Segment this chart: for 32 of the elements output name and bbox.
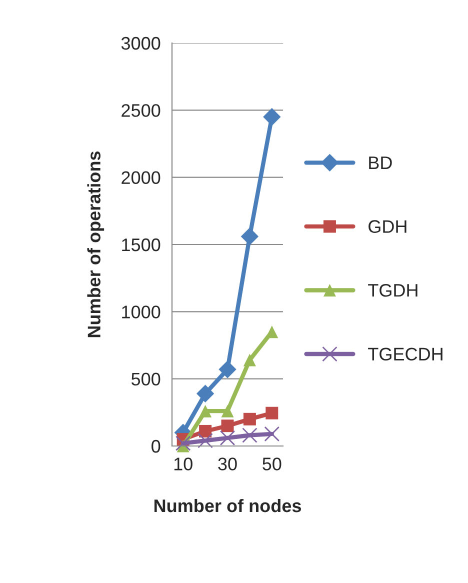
point [240,228,259,246]
legend-label: TGECDH [368,348,442,361]
legend-label: GDH [368,220,406,233]
point [198,432,213,448]
x-tick-label: 50 [262,458,282,470]
y-tick-label: 0 [152,440,160,453]
point [218,360,236,378]
y-tick-label: 500 [131,372,160,386]
y-tick-label: 1000 [122,306,160,318]
legend-label: BD [369,156,392,170]
x-tick-label: 10 [174,458,192,470]
legend-label: TGDH [368,284,418,297]
point [221,404,234,418]
point [264,426,280,442]
point [243,412,256,426]
point [243,354,256,366]
y-axis-title: Number of operations [87,151,104,338]
y-tick-label: 2000 [122,171,160,184]
point [266,406,278,420]
point [220,430,236,446]
y-tick-label: 3000 [121,36,160,50]
point [242,428,258,443]
x-axis-title: Number of nodes [154,498,301,512]
point [263,108,281,126]
y-tick-label: 2500 [122,104,160,117]
point [199,424,212,438]
point [221,420,234,432]
y-tick-label: 1500 [122,238,160,252]
point [175,436,191,451]
x-tick-label: 30 [218,458,237,470]
point [196,384,214,402]
point [199,404,212,418]
